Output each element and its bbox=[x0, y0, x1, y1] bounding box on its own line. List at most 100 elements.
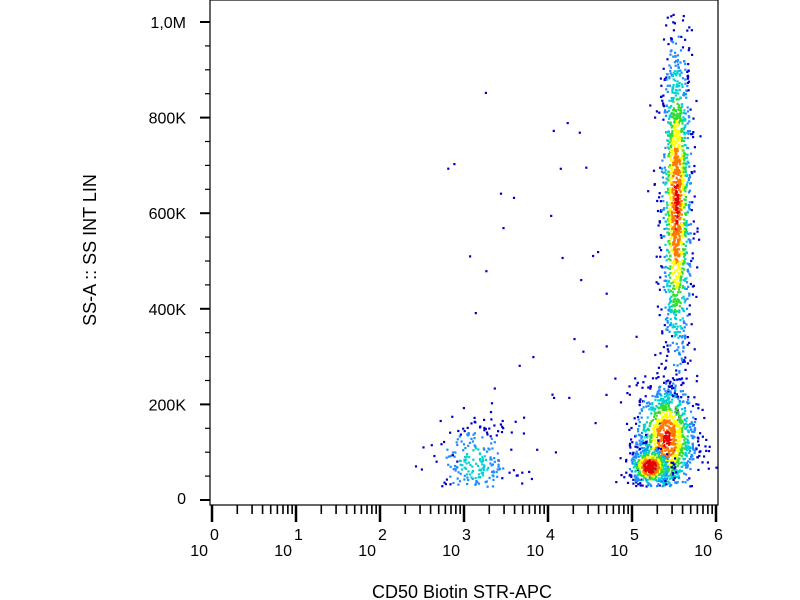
data-point bbox=[659, 425, 662, 428]
data-point bbox=[654, 411, 657, 414]
data-point bbox=[686, 297, 689, 300]
data-point bbox=[683, 461, 686, 464]
data-point bbox=[670, 229, 673, 233]
data-point bbox=[682, 127, 685, 130]
data-point bbox=[657, 439, 660, 442]
data-point bbox=[674, 114, 677, 117]
y-tick-label: 0 bbox=[177, 491, 186, 508]
data-point bbox=[669, 224, 673, 227]
data-point bbox=[644, 430, 647, 433]
data-point bbox=[639, 451, 643, 454]
data-point bbox=[637, 483, 640, 486]
data-point bbox=[472, 458, 475, 461]
data-point bbox=[672, 310, 675, 313]
data-point bbox=[629, 452, 632, 455]
data-point bbox=[661, 459, 665, 462]
data-point bbox=[707, 467, 710, 470]
data-point bbox=[467, 444, 470, 447]
data-point bbox=[673, 121, 676, 124]
data-point bbox=[459, 463, 462, 466]
data-point bbox=[674, 233, 677, 236]
data-point bbox=[692, 131, 695, 134]
data-point bbox=[614, 377, 617, 380]
data-point bbox=[670, 172, 673, 175]
data-point bbox=[678, 371, 681, 374]
data-point bbox=[664, 279, 667, 282]
data-point bbox=[633, 459, 636, 462]
data-point bbox=[680, 148, 683, 151]
data-point bbox=[665, 405, 668, 409]
data-point bbox=[675, 170, 678, 173]
data-point bbox=[635, 467, 638, 470]
data-point bbox=[681, 137, 684, 140]
data-point bbox=[665, 259, 668, 262]
data-point bbox=[636, 465, 639, 468]
data-point bbox=[692, 437, 695, 440]
data-point bbox=[675, 164, 678, 167]
data-point bbox=[689, 152, 693, 155]
data-point bbox=[655, 281, 658, 284]
data-point bbox=[689, 428, 692, 431]
data-point bbox=[633, 474, 637, 477]
data-point bbox=[673, 419, 677, 422]
data-point bbox=[671, 335, 674, 338]
data-point bbox=[682, 154, 685, 158]
data-point bbox=[669, 408, 672, 411]
data-point bbox=[650, 455, 653, 458]
data-point bbox=[668, 396, 671, 399]
data-point bbox=[674, 411, 677, 414]
data-point bbox=[677, 210, 680, 213]
data-point bbox=[630, 474, 633, 477]
data-point bbox=[664, 480, 667, 483]
data-point bbox=[638, 479, 641, 482]
data-point bbox=[642, 475, 645, 478]
data-point bbox=[682, 94, 685, 97]
data-point bbox=[696, 227, 699, 230]
data-point bbox=[635, 442, 638, 445]
data-point bbox=[685, 174, 688, 177]
data-point bbox=[648, 408, 651, 411]
data-point bbox=[656, 199, 659, 203]
data-point bbox=[678, 261, 681, 264]
data-point bbox=[671, 227, 674, 231]
data-point bbox=[449, 455, 452, 458]
data-point bbox=[566, 122, 569, 125]
data-point bbox=[643, 436, 646, 439]
data-point bbox=[681, 342, 684, 345]
data-point bbox=[673, 134, 676, 137]
data-point bbox=[658, 288, 661, 291]
data-point bbox=[631, 453, 634, 456]
data-point bbox=[671, 438, 674, 441]
data-point bbox=[653, 451, 656, 454]
data-point bbox=[654, 470, 657, 473]
data-point bbox=[685, 281, 689, 284]
data-point bbox=[660, 249, 663, 252]
data-point bbox=[668, 324, 672, 327]
data-point bbox=[561, 256, 564, 260]
data-point bbox=[662, 438, 665, 441]
data-point bbox=[663, 255, 666, 259]
data-point bbox=[657, 471, 660, 474]
data-point bbox=[661, 454, 664, 457]
data-point bbox=[677, 144, 680, 147]
data-point bbox=[493, 457, 496, 460]
data-point bbox=[695, 295, 698, 298]
data-point bbox=[680, 137, 683, 140]
data-point bbox=[665, 380, 668, 383]
data-point bbox=[693, 452, 696, 455]
data-point bbox=[691, 133, 694, 136]
data-point bbox=[471, 465, 474, 468]
data-point bbox=[650, 467, 653, 470]
data-point bbox=[678, 171, 681, 174]
data-point bbox=[677, 299, 681, 302]
data-point bbox=[671, 291, 674, 294]
data-point bbox=[669, 473, 672, 476]
data-point bbox=[678, 274, 681, 277]
data-point bbox=[685, 240, 688, 243]
data-point bbox=[672, 474, 675, 477]
data-point bbox=[674, 389, 677, 392]
data-point bbox=[671, 326, 674, 329]
data-point bbox=[686, 77, 689, 80]
data-point bbox=[684, 427, 688, 430]
data-point bbox=[670, 295, 673, 298]
